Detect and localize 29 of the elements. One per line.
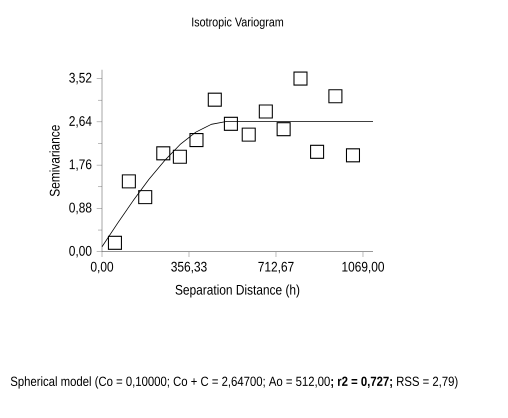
point <box>276 122 291 136</box>
point <box>122 174 136 188</box>
x-tick-label: 356,33 <box>171 262 207 274</box>
x-tick-label: 712,67 <box>258 262 294 274</box>
y-tick-label: 1,76 <box>70 159 92 171</box>
point <box>328 89 342 104</box>
point <box>310 144 324 159</box>
point <box>208 92 222 107</box>
y-tick-label: 0,88 <box>69 202 92 214</box>
chart-title: Isotropic Variogram <box>192 17 284 29</box>
y-tick-label: 2,64 <box>69 116 92 128</box>
point <box>138 190 152 204</box>
point <box>242 128 256 142</box>
x-axis-title: Separation Distance (h) <box>176 284 300 298</box>
x-tick-label: 0,00 <box>90 262 114 274</box>
point <box>156 146 170 160</box>
text: Spherical model (Co = 0,10000; Co + C = 2,64700; Ao = 512,00; r2 = 0,727; RSS = 2,79) <box>10 376 458 389</box>
point <box>172 150 187 164</box>
y-tick-label: 0,00 <box>69 246 92 258</box>
point <box>224 116 238 131</box>
y-tick-label: 3,52 <box>69 72 92 84</box>
line-series <box>102 120 374 248</box>
y-axis-title: Semivariance <box>49 125 60 196</box>
x-tick-label: 1069,00 <box>342 262 384 274</box>
point <box>189 133 204 148</box>
point <box>293 72 308 86</box>
point <box>108 236 122 250</box>
point <box>346 148 360 162</box>
point <box>258 104 273 119</box>
